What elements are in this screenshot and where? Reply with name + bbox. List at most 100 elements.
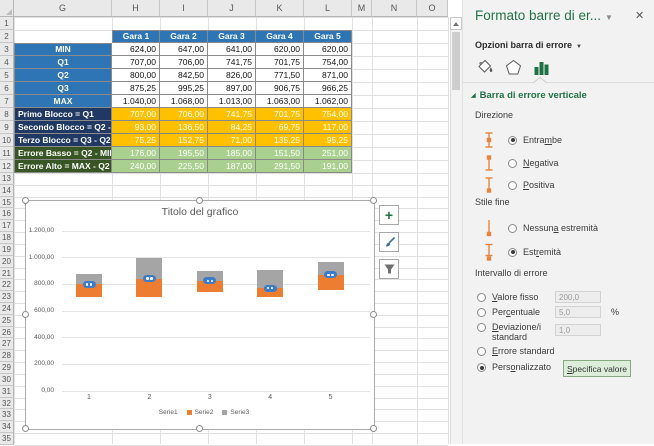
table-cell[interactable]: 754,00: [304, 56, 352, 69]
radio-label-standard-error[interactable]: Errore standard: [492, 346, 556, 356]
table-header-cell[interactable]: Gara 1: [112, 30, 160, 43]
row-header-32[interactable]: 32: [0, 398, 14, 409]
column-header-L[interactable]: L: [304, 0, 352, 17]
row-header-30[interactable]: 30: [0, 374, 14, 386]
radio-label-both[interactable]: Entrambe: [523, 135, 562, 145]
table-cell[interactable]: 741,75: [208, 56, 256, 69]
scroll-up-button[interactable]: [450, 17, 462, 30]
row-header-29[interactable]: 29: [0, 362, 14, 374]
scrollbar-thumb[interactable]: [452, 32, 460, 90]
table-cell[interactable]: 706,00: [160, 108, 208, 121]
row-header-28[interactable]: 28: [0, 350, 14, 362]
radio-standard-error[interactable]: [477, 347, 486, 356]
row-header-25[interactable]: 25: [0, 315, 14, 327]
row-header-26[interactable]: 26: [0, 327, 14, 338]
table-cell[interactable]: 291,50: [256, 160, 304, 173]
std-deviation-input[interactable]: 1,0: [555, 324, 601, 336]
table-cell[interactable]: 842,50: [160, 69, 208, 82]
chart-add-element-button[interactable]: +: [379, 205, 399, 225]
chart-selection-handle[interactable]: [370, 197, 377, 204]
radio-label-custom[interactable]: Personalizzato: [492, 362, 556, 372]
row-header-5[interactable]: 5: [0, 69, 14, 82]
table-header-cell[interactable]: Gara 3: [208, 30, 256, 43]
direction-option-negative[interactable]: Negativa: [483, 154, 559, 172]
row-header-7[interactable]: 7: [0, 95, 14, 108]
row-label[interactable]: Secondo Blocco = Q2 - Q1: [14, 121, 112, 134]
row-header-24[interactable]: 24: [0, 303, 14, 315]
table-cell[interactable]: 151,50: [256, 147, 304, 160]
table-cell[interactable]: 195,50: [160, 147, 208, 160]
error-bar-options[interactable]: Opzioni barra di errore▼: [475, 40, 582, 50]
column-header-M[interactable]: M: [352, 0, 372, 17]
chart-selection-handle[interactable]: [196, 197, 203, 204]
radio-negative[interactable]: [508, 159, 517, 168]
row-header-10[interactable]: 10: [0, 134, 14, 147]
table-cell[interactable]: 826,00: [208, 69, 256, 82]
radio-std-deviation[interactable]: [477, 323, 486, 332]
specify-value-button[interactable]: Specifica valore: [563, 360, 631, 377]
column-header-G[interactable]: G: [14, 0, 112, 17]
table-cell[interactable]: 117,00: [304, 121, 352, 134]
radio-label-std-deviation[interactable]: Deviazione/i standard: [492, 322, 556, 342]
row-header-20[interactable]: 20: [0, 256, 14, 268]
table-cell[interactable]: 701,75: [256, 108, 304, 121]
radio-no-end[interactable]: [508, 224, 517, 233]
radio-percentage[interactable]: [477, 308, 486, 317]
table-cell[interactable]: 754,00: [304, 108, 352, 121]
column-header-O[interactable]: O: [417, 0, 448, 17]
row-label[interactable]: MIN: [14, 43, 112, 56]
row-label[interactable]: Q2: [14, 69, 112, 82]
error-bar-selection-marker[interactable]: [264, 285, 277, 292]
table-cell[interactable]: 251,00: [304, 147, 352, 160]
table-cell[interactable]: 966,25: [304, 82, 352, 95]
table-header-cell[interactable]: Gara 4: [256, 30, 304, 43]
row-header-16[interactable]: 16: [0, 208, 14, 220]
table-cell[interactable]: 187,00: [208, 160, 256, 173]
table-cell[interactable]: 93,00: [112, 121, 160, 134]
row-header-2[interactable]: 2: [0, 30, 14, 43]
table-cell[interactable]: 1.068,00: [160, 95, 208, 108]
radio-label-end-cap[interactable]: Estremità: [523, 247, 561, 257]
table-cell[interactable]: 95,25: [304, 134, 352, 147]
chart-style-button[interactable]: [379, 232, 399, 252]
table-cell[interactable]: 641,00: [208, 43, 256, 56]
error-bar-selection-marker[interactable]: [203, 277, 216, 284]
table-cell[interactable]: 624,00: [112, 43, 160, 56]
row-header-17[interactable]: 17: [0, 220, 14, 232]
amount-option-fixed-value[interactable]: Valore fisso: [477, 292, 556, 302]
chart-selection-handle[interactable]: [370, 311, 377, 318]
row-header-13[interactable]: 13: [0, 173, 14, 185]
legend-item[interactable]: Serie1: [151, 409, 178, 416]
chart-area[interactable]: Titolo del grafico Serie1Serie2Serie3 0,…: [25, 200, 375, 430]
row-header-15[interactable]: 15: [0, 197, 14, 208]
row-label[interactable]: Q1: [14, 56, 112, 69]
error-bar-selection-marker[interactable]: [83, 281, 96, 288]
row-header-35[interactable]: 35: [0, 433, 14, 445]
table-cell[interactable]: 69,75: [256, 121, 304, 134]
amount-option-std-deviation[interactable]: Deviazione/i standard: [477, 322, 556, 342]
row-header-3[interactable]: 3: [0, 43, 14, 56]
table-cell[interactable]: 185,00: [208, 147, 256, 160]
row-header-4[interactable]: 4: [0, 56, 14, 69]
table-cell[interactable]: 707,00: [112, 108, 160, 121]
row-header-33[interactable]: 33: [0, 409, 14, 421]
table-cell[interactable]: 135,25: [256, 134, 304, 147]
table-cell[interactable]: 620,00: [304, 43, 352, 56]
panel-menu-dropdown-icon[interactable]: ▼: [605, 13, 613, 22]
row-label[interactable]: MAX: [14, 95, 112, 108]
chart-selection-handle[interactable]: [370, 425, 377, 432]
chart-legend[interactable]: Serie1Serie2Serie3: [26, 409, 374, 416]
amount-option-percentage[interactable]: Percentuale: [477, 307, 556, 317]
row-label[interactable]: Errore Basso = Q2 - MIN: [14, 147, 112, 160]
row-header-34[interactable]: 34: [0, 421, 14, 433]
row-header-19[interactable]: 19: [0, 244, 14, 256]
table-cell[interactable]: 240,00: [112, 160, 160, 173]
direction-option-positive[interactable]: Positiva: [483, 176, 555, 194]
table-cell[interactable]: 701,75: [256, 56, 304, 69]
section-vertical-error-bar[interactable]: ◢ Barra di errore verticale: [471, 90, 587, 101]
row-header-18[interactable]: 18: [0, 232, 14, 244]
chart-selection-handle[interactable]: [196, 425, 203, 432]
table-cell[interactable]: 871,00: [304, 69, 352, 82]
column-header-N[interactable]: N: [372, 0, 417, 17]
column-header-K[interactable]: K: [256, 0, 304, 17]
